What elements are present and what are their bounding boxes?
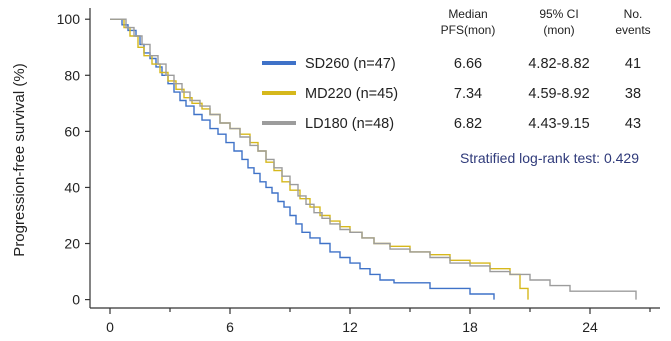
ci-value: 4.59-8.92 bbox=[528, 86, 589, 102]
curves bbox=[110, 18, 637, 300]
y-tick-label: 0 bbox=[72, 292, 80, 308]
events-value: 38 bbox=[625, 86, 641, 102]
table-header-ci: (mon) bbox=[543, 23, 574, 37]
x-tick-label: 12 bbox=[342, 319, 358, 335]
legend: SD260 (n=47) 6.66 4.82-8.82 41 MD220 (n=45) 7… bbox=[262, 56, 641, 132]
survival-curve bbox=[110, 18, 637, 300]
x-tick-label: 18 bbox=[462, 319, 478, 335]
legend-label: LD180 (n=48) bbox=[305, 116, 394, 132]
median-pfs-value: 7.34 bbox=[454, 86, 482, 102]
log-rank-annotation: Stratified log-rank test: 0.429 bbox=[460, 150, 639, 166]
y-tick-label: 40 bbox=[64, 179, 80, 195]
y-tick-label: 80 bbox=[64, 67, 80, 83]
table-headers: Median PFS(mon) 95% CI (mon) No. events bbox=[441, 7, 651, 37]
x-tick-label: 6 bbox=[226, 319, 234, 335]
y-axis-label: Progression-free survival (%) bbox=[11, 63, 28, 256]
events-value: 41 bbox=[625, 56, 641, 72]
median-pfs-value: 6.82 bbox=[454, 116, 482, 132]
legend-label: MD220 (n=45) bbox=[305, 86, 398, 102]
table-header-ci: 95% CI bbox=[539, 7, 578, 21]
y-tick-label: 60 bbox=[64, 123, 80, 139]
axes: 0 20 40 60 80 100 0 6 12 18 24 bbox=[57, 8, 660, 335]
survival-curve bbox=[110, 18, 495, 300]
x-tick-label: 0 bbox=[106, 319, 114, 335]
table-header-events: events bbox=[615, 23, 650, 37]
legend-label: SD260 (n=47) bbox=[305, 56, 396, 72]
x-tick-label: 24 bbox=[582, 319, 598, 335]
table-header-events: No. bbox=[624, 7, 643, 21]
ci-value: 4.82-8.82 bbox=[528, 56, 589, 72]
table-header-median: PFS(mon) bbox=[441, 23, 496, 37]
median-pfs-value: 6.66 bbox=[454, 56, 482, 72]
events-value: 43 bbox=[625, 116, 641, 132]
ci-value: 4.43-9.15 bbox=[528, 116, 589, 132]
y-tick-label: 100 bbox=[57, 11, 81, 27]
y-tick-label: 20 bbox=[64, 236, 80, 252]
table-header-median: Median bbox=[448, 7, 487, 21]
